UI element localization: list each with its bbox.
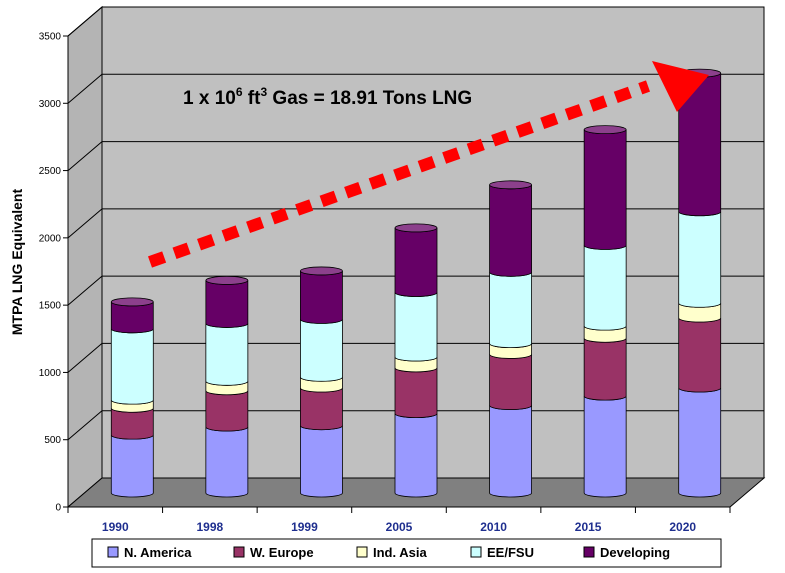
bar-segment	[300, 319, 343, 382]
bar-segment	[583, 338, 627, 401]
bar-cap	[300, 266, 343, 276]
gridline	[67, 73, 764, 104]
gridline	[67, 208, 764, 239]
legend-label: W. Europe	[250, 545, 314, 560]
gridlines	[67, 6, 764, 441]
legend-label: Ind. Asia	[373, 545, 427, 560]
bar-segment	[205, 280, 249, 328]
arrow-head	[652, 61, 709, 112]
bar-cap	[489, 180, 532, 190]
gridline	[67, 141, 764, 171]
legend-swatch	[470, 546, 482, 558]
x-tick-label: 1998	[197, 520, 224, 534]
bar-segment	[678, 317, 722, 393]
annotation-part: 6	[236, 85, 243, 99]
arrow-shaft	[148, 80, 650, 268]
x-tick-label: 1999	[291, 520, 318, 534]
bars	[110, 68, 722, 498]
gridline	[67, 6, 764, 37]
bar-segment	[205, 323, 249, 386]
bar-segment	[489, 354, 532, 410]
bar-segment	[110, 408, 154, 440]
gridline	[67, 410, 764, 441]
bar-cap	[205, 275, 249, 285]
trend-arrow	[148, 61, 709, 268]
bar-segment	[394, 413, 438, 498]
annotation-part: ft	[243, 88, 262, 109]
bar-stack-2015	[583, 125, 627, 498]
bar-segment	[394, 227, 438, 297]
y-axis: 0 500 1000 1500 2000 2500 3000 3500	[39, 32, 69, 514]
y-tick-label: 3500	[39, 32, 62, 43]
bar-segment	[583, 245, 627, 331]
legend-swatch	[356, 546, 368, 558]
y-tick-label: 2000	[39, 233, 62, 244]
y-tick-label: 3000	[39, 99, 62, 110]
bar-segment	[394, 367, 438, 419]
bar-segment	[110, 434, 154, 498]
bar-segment	[110, 328, 154, 405]
bar-stack-2010	[489, 180, 532, 498]
legend-label: Developing	[600, 545, 670, 560]
bar-segment	[394, 292, 438, 362]
bar-stack-1998	[205, 275, 249, 498]
side-wall	[67, 5, 103, 509]
legend-label: N. America	[124, 545, 192, 560]
bar-segment	[300, 387, 343, 431]
y-tick-label: 1500	[39, 301, 62, 312]
annotation-part: 1 x 10	[183, 88, 236, 109]
x-axis: 1990 1998 1999 2005 2010 2015 2020	[67, 506, 731, 534]
bar-cap	[394, 223, 438, 233]
gridline	[67, 342, 764, 373]
legend-swatch	[583, 546, 595, 558]
y-tick-label: 2500	[39, 166, 62, 177]
annotation-part: 3	[260, 85, 267, 99]
bar-segment	[583, 395, 627, 498]
legend: N. America W. Europe Ind. Asia EE/FSU Develo…	[91, 538, 722, 568]
bar-stack-2020	[678, 68, 722, 498]
bar-stack-2005	[394, 223, 438, 498]
bar-segment	[678, 211, 722, 308]
y-tick-label: 0	[55, 503, 61, 514]
conversion-annotation: 1 x 106 ft3 Gas = 18.91 Tons LNG	[183, 85, 472, 109]
x-tick-label: 2020	[669, 520, 696, 534]
gridline	[67, 275, 764, 306]
bar-segment	[300, 270, 343, 324]
bar-segment	[300, 425, 343, 498]
legend-label: EE/FSU	[487, 545, 534, 560]
bar-segment	[205, 390, 249, 432]
bar-segment	[489, 405, 532, 498]
bar-segment	[205, 426, 249, 498]
bar-stack-1990	[110, 297, 154, 498]
bar-cap	[110, 297, 154, 307]
x-tick-label: 2005	[386, 520, 413, 534]
x-tick-label: 2010	[480, 520, 507, 534]
bar-stack-1999	[300, 266, 343, 498]
bar-segment	[583, 129, 627, 250]
legend-swatch	[233, 546, 245, 558]
legend-swatch	[107, 546, 119, 558]
y-tick-label: 1000	[39, 368, 62, 379]
bar-segment	[678, 387, 722, 498]
bar-segment	[489, 272, 532, 349]
x-tick-label: 2015	[575, 520, 602, 534]
x-tick-label: 1990	[102, 520, 129, 534]
y-axis-label: MTPA LNG Equivalent	[9, 189, 25, 336]
bar-segment	[489, 184, 532, 277]
legend-box	[91, 538, 722, 568]
y-tick-label: 500	[44, 435, 61, 446]
bar-segment	[110, 301, 154, 334]
bar-cap	[583, 125, 627, 135]
annotation-part: Gas = 18.91 Tons LNG	[267, 88, 472, 109]
